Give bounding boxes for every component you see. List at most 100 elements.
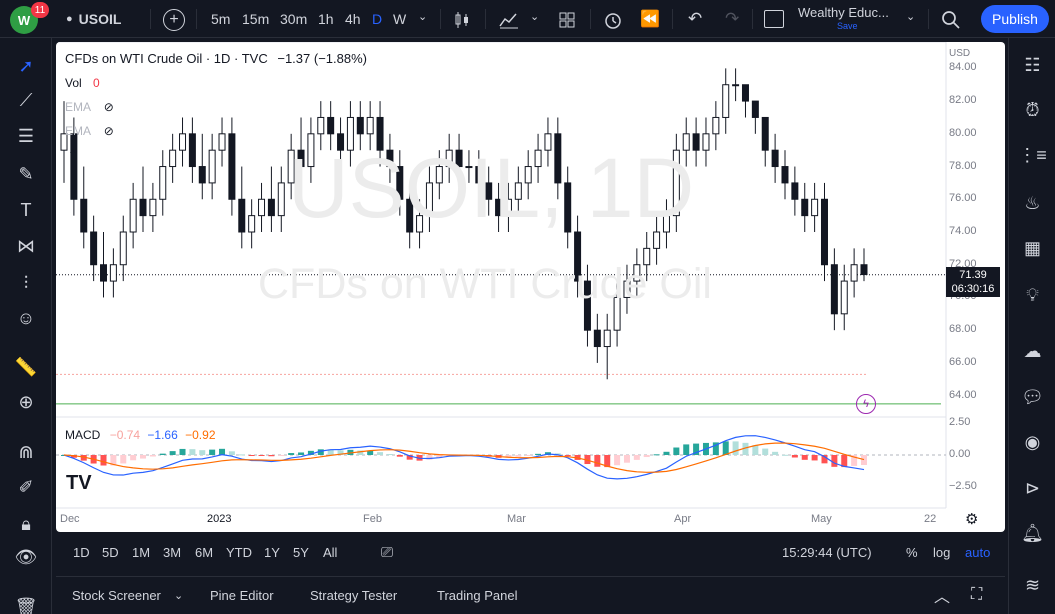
candle-body bbox=[692, 133, 700, 151]
watchlist-icon[interactable]: ☷ bbox=[1024, 54, 1041, 75]
emoji-icon[interactable]: ☺ bbox=[16, 307, 36, 328]
timeframe-d[interactable]: D bbox=[372, 11, 383, 27]
data-window-icon[interactable]: ⋮≡ bbox=[1018, 144, 1047, 165]
trend-line-icon[interactable]: ⟋ bbox=[19, 89, 33, 110]
redo-icon[interactable]: ↷ bbox=[725, 9, 740, 28]
macd-histogram-bar bbox=[357, 450, 364, 455]
panel-tab-trading-panel[interactable]: Trading Panel bbox=[437, 587, 518, 603]
candle-body bbox=[208, 149, 216, 184]
streams-icon[interactable]: ⊳ bbox=[1024, 477, 1041, 498]
help-icon[interactable]: ≋ bbox=[1024, 574, 1041, 595]
publish-button[interactable]: Publish bbox=[981, 5, 1049, 33]
goto-date-icon[interactable]: ⎚ bbox=[381, 543, 394, 561]
chevron-down-icon[interactable]: ⌄ bbox=[530, 11, 540, 23]
hidden-eye-icon[interactable]: ⊘ bbox=[103, 100, 114, 114]
layouts-grid-icon[interactable] bbox=[557, 10, 577, 30]
chart-canvas[interactable] bbox=[56, 42, 1005, 532]
price-change: −1.37 (−1.88%) bbox=[277, 51, 367, 66]
chevron-down-icon[interactable]: ⌄ bbox=[906, 11, 916, 23]
maximize-panel-icon[interactable]: ⛶ bbox=[971, 586, 983, 603]
brush-icon[interactable]: ✎ bbox=[18, 163, 34, 184]
candle-body bbox=[682, 133, 690, 151]
range-6m[interactable]: 6M bbox=[195, 544, 214, 560]
candles-icon[interactable] bbox=[452, 10, 472, 30]
ema-legend-1[interactable]: EMA ⊘ bbox=[65, 100, 114, 114]
range-5d[interactable]: 5D bbox=[102, 544, 119, 560]
macd-signal-value: −0.92 bbox=[185, 428, 216, 442]
panel-tab-pine-editor[interactable]: Pine Editor bbox=[210, 587, 274, 603]
macd-histogram-bar bbox=[821, 455, 828, 464]
volume-legend[interactable]: Vol 0 bbox=[65, 76, 100, 90]
ideas-bulb-icon[interactable]: 💡︎ bbox=[1026, 284, 1039, 305]
price-tick-label: 68.00 bbox=[949, 323, 977, 336]
trash-icon[interactable]: 🗑︎ bbox=[14, 596, 38, 614]
range-5y[interactable]: 5Y bbox=[293, 544, 309, 560]
layout-name[interactable]: Wealthy Educ... bbox=[798, 5, 889, 20]
chevron-down-icon[interactable]: ⌄ bbox=[174, 589, 184, 602]
replay-icon[interactable]: ⏪ bbox=[640, 11, 660, 28]
ema-legend-2[interactable]: EMA ⊘ bbox=[65, 124, 114, 138]
timeframe-w[interactable]: W bbox=[393, 11, 407, 27]
timeframe-15m[interactable]: 15m bbox=[242, 11, 270, 27]
macd-label: MACD bbox=[65, 428, 101, 442]
price-tick-label: 64.00 bbox=[949, 388, 977, 401]
alarm-clock-icon[interactable]: ⏰︎ bbox=[1025, 99, 1040, 120]
macd-legend[interactable]: MACD −0.74 −1.66 −0.92 bbox=[65, 428, 216, 442]
time-tick-label: Feb bbox=[363, 513, 382, 525]
clock-time[interactable]: 15:29:44 (UTC) bbox=[782, 544, 872, 560]
panel-tab-stock-screener[interactable]: Stock Screener bbox=[72, 587, 161, 603]
chat-icon[interactable]: ☁ bbox=[1023, 340, 1042, 361]
search-icon[interactable] bbox=[940, 9, 962, 31]
cursor-icon[interactable]: ➚ bbox=[18, 55, 34, 76]
range-1m[interactable]: 1M bbox=[132, 544, 151, 560]
percent-toggle[interactable]: % bbox=[906, 544, 918, 560]
currency-label[interactable]: USD bbox=[949, 48, 971, 59]
range-1d[interactable]: 1D bbox=[73, 544, 90, 560]
notifications-bell-icon[interactable]: 🔔︎ bbox=[1021, 522, 1044, 543]
undo-icon[interactable]: ↶ bbox=[688, 9, 703, 28]
candle-body bbox=[228, 133, 236, 200]
timeframe-30m[interactable]: 30m bbox=[280, 11, 308, 27]
range-ytd[interactable]: YTD bbox=[226, 544, 252, 560]
prediction-icon[interactable]: ⫶ bbox=[23, 272, 29, 293]
alert-flash-icon[interactable]: ϟ bbox=[856, 394, 876, 414]
broadcast-icon[interactable]: ◉ bbox=[1024, 431, 1041, 452]
text-icon[interactable]: T bbox=[20, 199, 32, 220]
fullscreen-box-icon[interactable] bbox=[764, 10, 784, 28]
time-axis[interactable]: Dec 2023 Feb Mar Apr May 22 bbox=[56, 508, 946, 532]
calendar-icon[interactable]: ▦ bbox=[1023, 237, 1041, 258]
candle-body bbox=[287, 149, 295, 184]
timeframe-5m[interactable]: 5m bbox=[211, 11, 231, 27]
chevron-down-icon[interactable]: ⌄ bbox=[418, 11, 428, 23]
magnet-icon[interactable]: ⋒ bbox=[18, 441, 34, 462]
range-3m[interactable]: 3M bbox=[163, 544, 182, 560]
range-all[interactable]: All bbox=[323, 544, 338, 560]
indicators-icon[interactable] bbox=[498, 10, 520, 30]
settings-gear-icon[interactable]: ⚙ bbox=[965, 511, 979, 528]
fib-retracement-icon[interactable]: ☰ bbox=[17, 125, 35, 146]
pattern-icon[interactable]: ⋈ bbox=[17, 235, 35, 256]
ruler-icon[interactable]: 📏 bbox=[14, 356, 38, 377]
divider bbox=[672, 9, 673, 29]
stay-drawing-icon[interactable]: ✐ bbox=[18, 476, 34, 497]
range-1y[interactable]: 1Y bbox=[264, 544, 280, 560]
symbol-search[interactable]: ● USOIL bbox=[66, 0, 121, 38]
log-toggle[interactable]: log bbox=[933, 544, 951, 560]
timeframe-1h[interactable]: 1h bbox=[318, 11, 334, 27]
hotlist-flame-icon[interactable]: ♨ bbox=[1024, 192, 1041, 213]
panel-tab-strategy-tester[interactable]: Strategy Tester bbox=[310, 587, 398, 603]
alert-clock-icon[interactable] bbox=[602, 9, 624, 31]
collapse-legend-icon[interactable]: ^ bbox=[70, 146, 76, 160]
chart-pane[interactable]: USOIL, 1D CFDs on WTI Crude Oil CFDs on … bbox=[56, 42, 1005, 532]
timeframe-4h[interactable]: 4h bbox=[345, 11, 361, 27]
auto-toggle[interactable]: auto bbox=[965, 544, 991, 560]
collapse-panel-icon[interactable]: ︿ bbox=[934, 589, 951, 606]
bottom-panel-tabs: Stock Screener Pine Editor Strategy Tester… bbox=[56, 576, 1005, 614]
zoom-in-icon[interactable]: ⊕ bbox=[18, 391, 34, 412]
compare-plus-icon[interactable]: + bbox=[163, 9, 185, 31]
eye-icon[interactable]: 👁︎ bbox=[14, 546, 38, 567]
messages-icon[interactable]: 💬︎ bbox=[1021, 386, 1044, 407]
hidden-eye-icon[interactable]: ⊘ bbox=[103, 124, 114, 138]
lock-icon[interactable]: 🔒︎ bbox=[21, 513, 31, 534]
candle-body bbox=[406, 198, 414, 233]
